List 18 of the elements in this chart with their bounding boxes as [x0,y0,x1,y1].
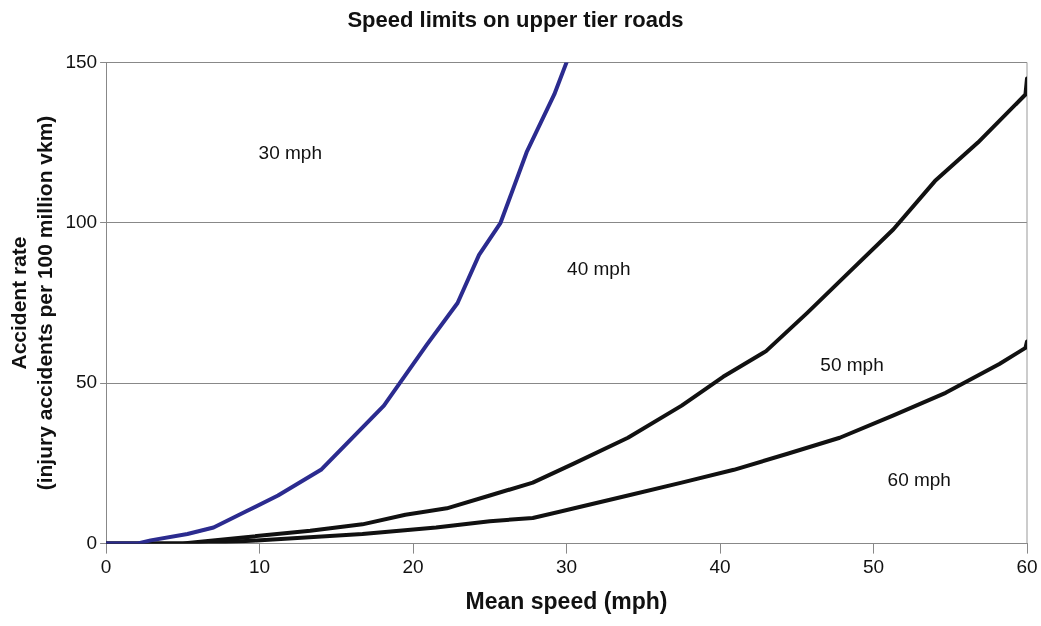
chart-title: Speed limits on upper tier roads [347,7,684,33]
y-tick-label: 50 [75,371,98,393]
x-tick-label: 20 [402,556,424,578]
x-tick-label: 0 [100,556,112,578]
x-tick-label: 40 [709,556,731,578]
y-axis-title: Accident rate (injury accidents per 100 million vkm) [7,115,56,491]
y-tick-label: 0 [86,531,98,553]
x-axis-title: Mean speed (mph) [465,587,668,614]
x-tick-label: 60 [1016,556,1038,578]
annotation: 30 mph [258,142,322,164]
y-tick-label: 100 [65,211,98,233]
annotation: 60 mph [887,469,951,491]
annotation: 50 mph [820,353,884,375]
y-tick-label: 150 [65,50,98,72]
x-tick-label: 30 [555,556,578,578]
x-tick-label: 50 [862,556,885,578]
annotation: 40 mph [567,257,631,279]
x-tick-label: 10 [249,556,271,578]
